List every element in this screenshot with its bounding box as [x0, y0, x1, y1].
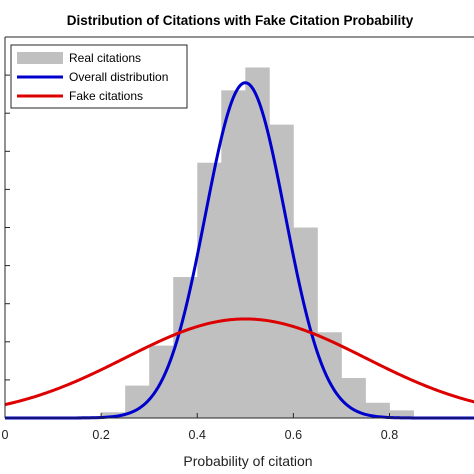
histogram-bar [365, 402, 390, 418]
x-tick-label: 0 [2, 428, 9, 442]
histogram-bar [341, 377, 366, 418]
legend-fake-citations-label: Fake citations [69, 89, 143, 103]
legend: Real citations Overall distribution Fake c… [10, 44, 188, 109]
histogram-bar [173, 277, 198, 418]
histogram-bar [269, 124, 294, 418]
x-tick-label: 0.6 [285, 428, 302, 442]
chart-title: Distribution of Citations with Fake Cita… [67, 13, 414, 28]
histogram-bar [221, 90, 246, 418]
legend-real-citations-swatch [17, 52, 63, 64]
x-axis-label: Probability of citation [183, 453, 312, 469]
histogram-bar [293, 227, 318, 418]
legend-real-citations-label: Real citations [69, 51, 141, 65]
x-tick-label: 0.8 [381, 428, 398, 442]
histogram-bar [317, 332, 342, 418]
fake-citations-line [4, 317, 474, 407]
x-tick-label: 0.2 [92, 428, 109, 442]
histogram-bar [197, 162, 222, 418]
legend-overall-distribution-label: Overall distribution [69, 70, 168, 84]
x-tick-labels: 0 0.2 0.4 0.6 0.8 [2, 428, 399, 442]
x-tick-label: 0.4 [189, 428, 206, 442]
histogram-bar [389, 410, 414, 418]
histogram-bars [77, 67, 414, 418]
axes [4, 36, 474, 419]
